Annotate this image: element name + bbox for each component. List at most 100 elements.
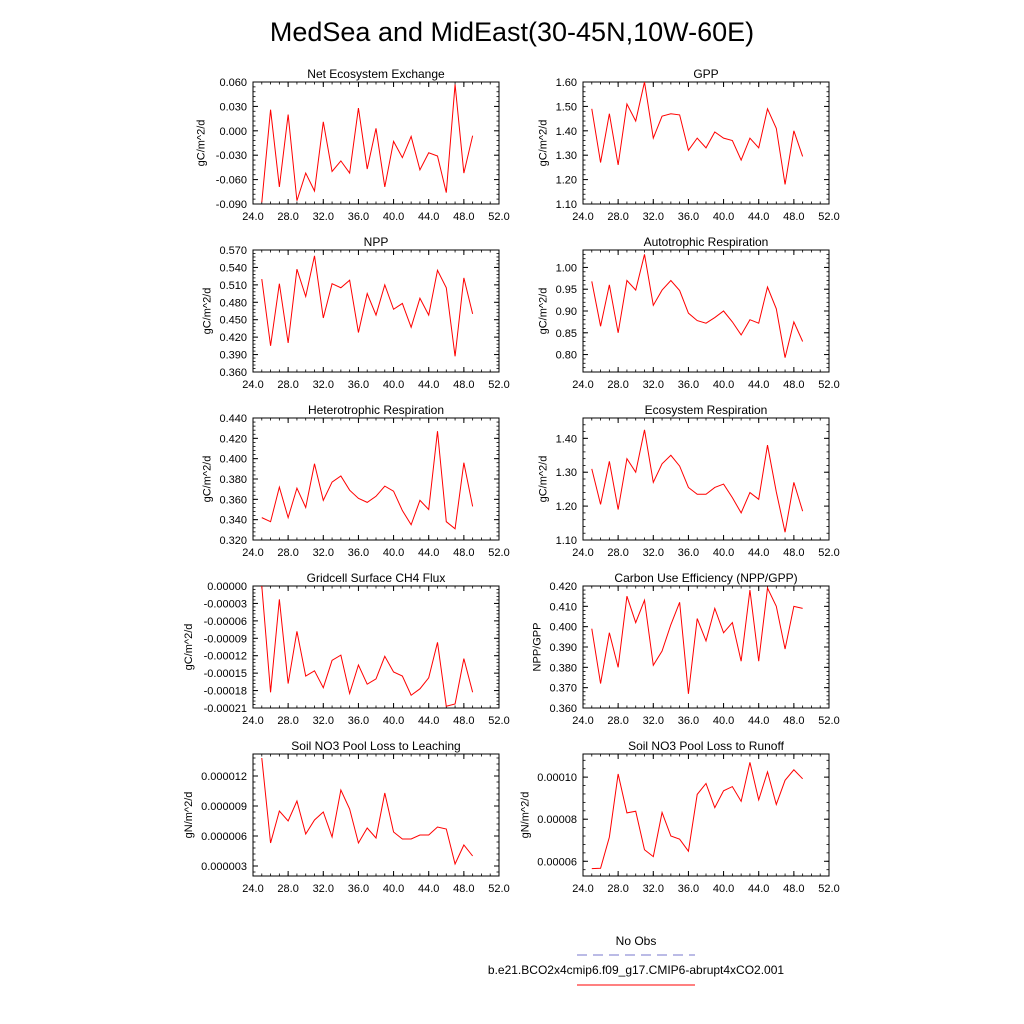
legend-obs-label: No Obs [616, 934, 657, 948]
x-tick-label: 44.0 [418, 379, 439, 391]
series-line [591, 762, 803, 870]
panel-gridcell-surface-ch4-flux: Gridcell Surface CH4 Flux 24.0 28.0 32.0 36.… [183, 571, 510, 727]
y-tick-label: -0.00009 [204, 633, 247, 645]
x-tick-label: 40.0 [713, 715, 734, 727]
plot-frame [252, 249, 500, 373]
x-tick-label: 48.0 [453, 547, 474, 559]
panel-title: Autotrophic Respiration [644, 235, 769, 249]
x-tick-label: 52.0 [818, 715, 839, 727]
x-tick-label: 48.0 [453, 211, 474, 223]
panel-soil-no3-pool-loss-to-runoff: Soil NO3 Pool Loss to Runoff 24.0 28.0 32.0… [519, 739, 839, 895]
y-tick-label: 0.060 [219, 77, 247, 89]
x-tick-label: 44.0 [418, 547, 439, 559]
x-tick-label: 24.0 [242, 883, 263, 895]
panel-gpp: GPP 24.0 28.0 32.0 36.0 40.0 44.0 48.0 52.0 1.10 1… [538, 67, 840, 223]
y-tick-label: -0.00012 [204, 651, 247, 663]
x-tick-label: 36.0 [678, 379, 699, 391]
panel-title: Heterotrophic Respiration [308, 403, 444, 417]
x-tick-label: 28.0 [277, 883, 298, 895]
y-axis-label: gN/m^2/d [183, 792, 195, 839]
series-line [261, 255, 474, 357]
x-tick-label: 36.0 [678, 211, 699, 223]
x-tick-label: 40.0 [383, 715, 404, 727]
x-tick-label: 48.0 [783, 379, 804, 391]
x-tick-label: 24.0 [572, 211, 593, 223]
y-tick-label: 0.400 [549, 622, 577, 634]
y-tick-label: 1.30 [556, 150, 577, 162]
y-tick-label: 0.420 [219, 332, 247, 344]
y-tick-label: 0.420 [549, 581, 577, 593]
y-tick-label: 0.540 [219, 262, 247, 274]
x-tick-label: 40.0 [713, 379, 734, 391]
y-tick-label: 0.400 [219, 454, 247, 466]
x-tick-label: 52.0 [488, 547, 509, 559]
series-line [591, 586, 803, 694]
y-tick-label: 1.20 [556, 175, 577, 187]
y-tick-label: 1.50 [556, 101, 577, 113]
plot-frame [252, 81, 500, 205]
y-tick-label: -0.00015 [204, 668, 247, 680]
y-tick-label: 1.10 [556, 199, 577, 211]
x-tick-label: 24.0 [242, 379, 263, 391]
series-line [261, 757, 474, 866]
x-tick-label: 28.0 [277, 379, 298, 391]
y-tick-label: 0.510 [219, 280, 247, 292]
panel-net-ecosystem-exchange: Net Ecosystem Exchange 24.0 28.0 32.0 36.0 40… [195, 67, 509, 223]
y-tick-label: 0.420 [219, 433, 247, 445]
panel-npp: NPP 24.0 28.0 32.0 36.0 40.0 44.0 48.0 52.0 0.360… [202, 235, 510, 391]
y-tick-label: 0.80 [556, 350, 577, 362]
x-tick-label: 32.0 [313, 547, 334, 559]
y-tick-label: -0.00021 [204, 703, 247, 715]
series-line [261, 84, 474, 203]
x-tick-label: 24.0 [572, 883, 593, 895]
x-tick-label: 52.0 [488, 379, 509, 391]
x-tick-label: 44.0 [748, 211, 769, 223]
x-tick-label: 52.0 [818, 379, 839, 391]
x-tick-label: 24.0 [572, 547, 593, 559]
series-line [591, 429, 804, 533]
x-tick-label: 44.0 [418, 211, 439, 223]
x-tick-label: 52.0 [488, 211, 509, 223]
series-line [591, 82, 804, 185]
panel-carbon-use-efficiency-npp-gpp: Carbon Use Efficiency (NPP/GPP) 24.0 28.0 3… [532, 571, 840, 727]
panel-title: Gridcell Surface CH4 Flux [307, 571, 446, 585]
y-tick-label: 1.40 [556, 126, 577, 138]
series-line [591, 254, 804, 358]
x-tick-label: 48.0 [783, 883, 804, 895]
panel-title: Soil NO3 Pool Loss to Leaching [291, 739, 460, 753]
y-tick-label: 0.360 [549, 703, 577, 715]
y-tick-label: 0.570 [219, 245, 247, 257]
x-tick-label: 52.0 [818, 883, 839, 895]
y-tick-label: 0.320 [219, 535, 247, 547]
x-tick-label: 32.0 [313, 211, 334, 223]
x-tick-label: 44.0 [748, 379, 769, 391]
x-tick-label: 40.0 [383, 211, 404, 223]
y-tick-label: -0.090 [216, 199, 247, 211]
panel-title: NPP [364, 235, 389, 249]
plot-frame [582, 417, 830, 541]
x-tick-label: 52.0 [818, 547, 839, 559]
y-tick-label: 1.30 [556, 467, 577, 479]
x-tick-label: 32.0 [313, 883, 334, 895]
y-tick-label: 0.000 [219, 126, 247, 138]
y-tick-label: 0.480 [219, 297, 247, 309]
x-tick-label: 28.0 [277, 715, 298, 727]
y-axis-label: gC/m^2/d [202, 456, 214, 503]
plot-frame [252, 753, 500, 877]
y-tick-label: 0.000003 [201, 861, 247, 873]
plot-frame [252, 585, 500, 709]
y-tick-label: 1.20 [556, 501, 577, 513]
y-tick-label: 0.340 [219, 515, 247, 527]
x-tick-label: 40.0 [713, 883, 734, 895]
y-tick-label: 0.95 [556, 284, 577, 296]
x-tick-label: 28.0 [607, 211, 628, 223]
x-tick-label: 36.0 [348, 715, 369, 727]
y-tick-label: 0.000012 [201, 771, 247, 783]
x-tick-label: 28.0 [277, 211, 298, 223]
legend-model-label: b.e21.BCO2x4cmip6.f09_g17.CMIP6-abrupt4x… [488, 963, 784, 977]
x-tick-label: 36.0 [348, 883, 369, 895]
panel-ecosystem-respiration: Ecosystem Respiration 24.0 28.0 32.0 36.0 40.… [538, 403, 840, 559]
series-line [261, 586, 474, 707]
x-tick-label: 32.0 [313, 715, 334, 727]
x-tick-label: 52.0 [488, 883, 509, 895]
